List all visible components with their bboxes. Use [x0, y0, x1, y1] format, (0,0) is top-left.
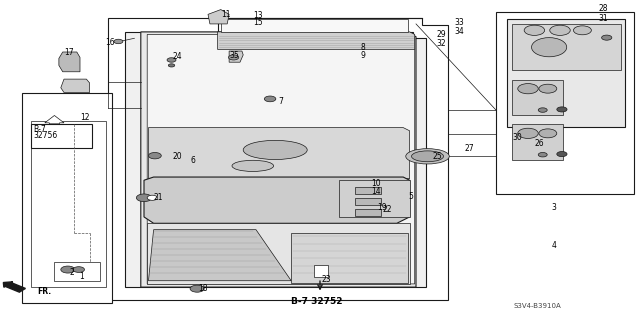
Text: 29: 29	[436, 30, 446, 39]
Text: 2: 2	[69, 268, 74, 277]
Polygon shape	[339, 180, 410, 217]
Circle shape	[524, 25, 545, 35]
Text: 32: 32	[436, 39, 446, 48]
Polygon shape	[208, 10, 229, 24]
Polygon shape	[218, 32, 415, 49]
Bar	[355, 187, 381, 194]
Bar	[512, 80, 563, 115]
Text: 19: 19	[378, 203, 387, 212]
Circle shape	[73, 267, 84, 272]
Bar	[54, 262, 100, 281]
Text: 5: 5	[408, 192, 413, 201]
Ellipse shape	[243, 140, 307, 160]
Circle shape	[168, 64, 175, 67]
Text: S3V4-B3910A: S3V4-B3910A	[514, 303, 561, 309]
Polygon shape	[45, 115, 64, 124]
FancyArrow shape	[3, 282, 26, 292]
Text: 23: 23	[321, 275, 331, 284]
Polygon shape	[147, 34, 415, 284]
Circle shape	[264, 96, 276, 102]
Ellipse shape	[232, 160, 274, 172]
Text: 13: 13	[253, 11, 262, 20]
Text: 6: 6	[191, 156, 196, 165]
Text: 15: 15	[253, 19, 262, 27]
Polygon shape	[291, 233, 408, 283]
Polygon shape	[59, 52, 80, 72]
Text: 14: 14	[371, 187, 381, 196]
Circle shape	[136, 194, 152, 202]
Bar	[496, 12, 634, 194]
Polygon shape	[148, 128, 410, 179]
Text: 31: 31	[598, 14, 608, 23]
Text: 35: 35	[229, 51, 239, 60]
Bar	[512, 24, 621, 70]
Circle shape	[61, 266, 75, 273]
Text: 8: 8	[360, 43, 365, 52]
Circle shape	[114, 39, 123, 44]
Ellipse shape	[406, 149, 449, 164]
Text: 30: 30	[512, 133, 522, 142]
Circle shape	[147, 195, 157, 200]
Text: 17: 17	[64, 48, 74, 57]
Circle shape	[518, 84, 538, 94]
Text: 11: 11	[221, 10, 230, 19]
Polygon shape	[221, 19, 408, 32]
Polygon shape	[229, 51, 243, 62]
Circle shape	[550, 25, 570, 35]
Text: 21: 21	[154, 193, 163, 202]
Polygon shape	[144, 177, 410, 223]
Bar	[512, 124, 563, 160]
Circle shape	[573, 26, 591, 35]
Polygon shape	[147, 223, 410, 284]
Text: B-7 32752: B-7 32752	[291, 297, 342, 306]
Bar	[31, 124, 92, 148]
Circle shape	[602, 35, 612, 40]
Circle shape	[228, 55, 239, 60]
Ellipse shape	[412, 151, 444, 162]
Circle shape	[557, 152, 567, 157]
Bar	[355, 209, 381, 216]
Text: 25: 25	[433, 152, 442, 161]
Text: 22: 22	[383, 205, 392, 214]
Polygon shape	[141, 32, 416, 287]
Polygon shape	[22, 93, 112, 303]
Text: 24: 24	[173, 52, 182, 61]
Polygon shape	[125, 32, 426, 287]
Text: 26: 26	[534, 139, 544, 148]
Bar	[314, 265, 328, 277]
Bar	[355, 198, 381, 205]
Circle shape	[557, 107, 567, 112]
Circle shape	[538, 152, 547, 157]
Text: 34: 34	[454, 27, 464, 36]
Polygon shape	[31, 121, 106, 287]
Text: 18: 18	[198, 284, 208, 293]
Text: 20: 20	[173, 152, 182, 161]
Polygon shape	[148, 230, 291, 281]
Bar	[507, 19, 625, 127]
Circle shape	[539, 129, 557, 138]
Text: 27: 27	[465, 144, 474, 153]
Text: B-7: B-7	[33, 125, 46, 134]
Polygon shape	[61, 79, 90, 93]
Text: 7: 7	[278, 97, 284, 106]
Text: 12: 12	[80, 113, 90, 122]
Circle shape	[518, 128, 538, 138]
Circle shape	[539, 84, 557, 93]
Text: 28: 28	[598, 4, 608, 13]
Polygon shape	[108, 18, 448, 300]
Circle shape	[167, 58, 176, 62]
Ellipse shape	[531, 38, 567, 57]
Text: 16: 16	[106, 38, 115, 47]
Text: 32756: 32756	[33, 131, 58, 140]
Text: 9: 9	[360, 51, 365, 60]
Text: FR.: FR.	[37, 287, 51, 296]
Text: 3: 3	[552, 203, 557, 212]
Circle shape	[148, 152, 161, 159]
Circle shape	[538, 108, 547, 112]
Text: 4: 4	[552, 241, 557, 250]
Text: 33: 33	[454, 19, 464, 27]
Circle shape	[190, 285, 204, 292]
Text: 10: 10	[371, 179, 381, 188]
Text: 1: 1	[79, 272, 83, 281]
